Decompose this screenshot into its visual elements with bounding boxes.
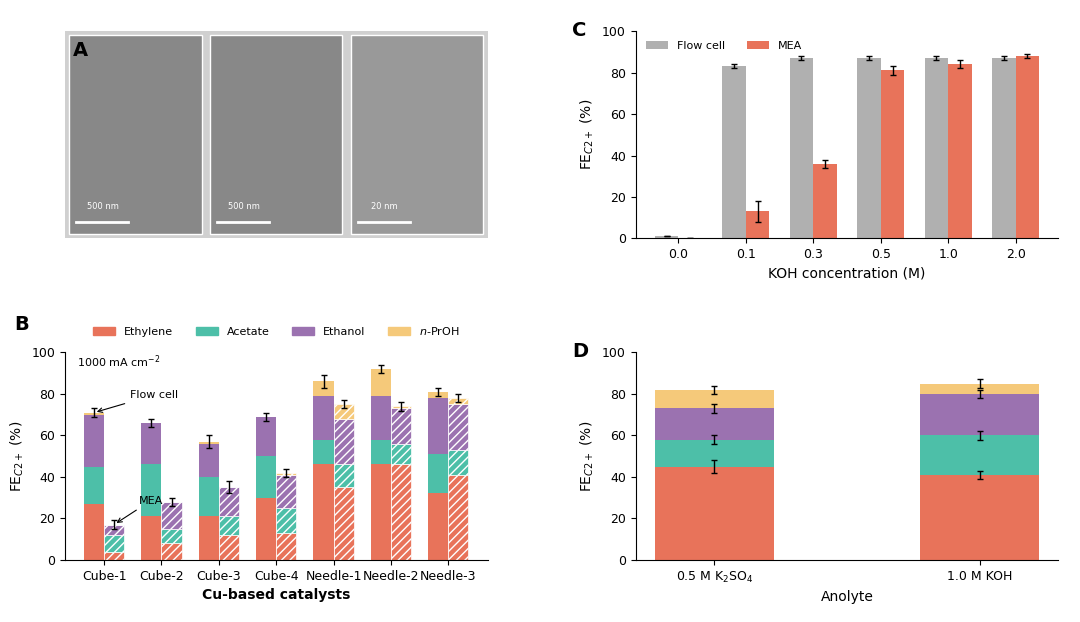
Bar	[199, 442, 219, 443]
Bar	[920, 384, 1039, 394]
Y-axis label: FE$_{C2+}$ (%): FE$_{C2+}$ (%)	[579, 420, 596, 492]
Bar	[334, 404, 353, 419]
Bar	[370, 396, 391, 440]
Bar	[84, 504, 104, 560]
Bar	[429, 493, 448, 560]
Bar	[162, 502, 181, 529]
Bar	[448, 475, 469, 560]
Bar	[370, 465, 391, 560]
Bar	[429, 398, 448, 454]
Bar	[141, 423, 162, 465]
Bar	[219, 487, 239, 516]
X-axis label: KOH concentration (M): KOH concentration (M)	[768, 267, 926, 281]
Bar	[84, 415, 104, 466]
Legend: Flow cell, MEA: Flow cell, MEA	[642, 37, 807, 55]
Bar	[199, 443, 219, 477]
Bar	[370, 440, 391, 465]
Bar	[334, 487, 353, 560]
Bar	[654, 236, 678, 238]
Text: 500 nm: 500 nm	[86, 203, 119, 211]
Bar	[991, 58, 1015, 238]
Bar	[948, 64, 972, 238]
Bar	[429, 392, 448, 398]
Bar	[429, 454, 448, 493]
Text: 20 nm: 20 nm	[372, 203, 399, 211]
Bar	[334, 419, 353, 465]
Bar	[313, 465, 334, 560]
Bar	[276, 508, 296, 533]
Bar	[448, 398, 469, 404]
Bar	[276, 475, 296, 508]
Bar	[391, 443, 411, 465]
Bar	[210, 35, 342, 234]
Bar	[746, 211, 769, 238]
Bar	[84, 412, 104, 415]
Bar	[199, 477, 219, 516]
Bar	[723, 67, 746, 238]
Bar	[313, 440, 334, 465]
Text: 500 nm: 500 nm	[228, 203, 259, 211]
X-axis label: Anolyte: Anolyte	[821, 590, 874, 604]
Bar	[654, 390, 774, 409]
Bar	[370, 369, 391, 396]
Bar	[391, 465, 411, 560]
Bar	[813, 164, 837, 238]
Text: 1000 mA cm$^{-2}$: 1000 mA cm$^{-2}$	[78, 354, 161, 370]
Bar	[162, 543, 181, 560]
Bar	[276, 473, 296, 475]
Text: D: D	[572, 342, 589, 361]
Bar	[199, 516, 219, 560]
Y-axis label: FE$_{C2+}$ (%): FE$_{C2+}$ (%)	[9, 420, 26, 492]
Bar	[313, 381, 334, 396]
Bar	[256, 417, 276, 456]
Bar	[351, 35, 484, 234]
Bar	[313, 396, 334, 440]
Bar	[256, 456, 276, 498]
Bar	[391, 409, 411, 443]
Bar	[1015, 56, 1039, 238]
Bar	[141, 516, 162, 560]
Text: C: C	[572, 21, 586, 40]
Bar	[69, 35, 202, 234]
Bar	[654, 466, 774, 560]
Bar	[104, 524, 124, 535]
Bar	[219, 535, 239, 560]
Bar	[84, 466, 104, 504]
Text: MEA: MEA	[118, 496, 163, 522]
Bar	[880, 70, 904, 238]
Bar	[858, 58, 880, 238]
Bar	[104, 552, 124, 560]
Bar	[654, 409, 774, 440]
Bar	[920, 435, 1039, 475]
Y-axis label: FE$_{C2+}$ (%): FE$_{C2+}$ (%)	[579, 99, 596, 170]
Bar	[162, 529, 181, 543]
X-axis label: Cu-based catalysts: Cu-based catalysts	[202, 588, 350, 602]
Bar	[920, 475, 1039, 560]
Bar	[334, 465, 353, 487]
Text: Flow cell: Flow cell	[98, 390, 178, 412]
Legend: Ethylene, Acetate, Ethanol, $n$-PrOH: Ethylene, Acetate, Ethanol, $n$-PrOH	[89, 321, 463, 341]
Bar	[276, 533, 296, 560]
Bar	[448, 404, 469, 450]
Bar	[789, 58, 813, 238]
Bar	[219, 516, 239, 535]
Bar	[924, 58, 948, 238]
Bar	[104, 535, 124, 552]
Bar	[391, 406, 411, 409]
Bar	[141, 465, 162, 516]
Bar	[654, 440, 774, 466]
Bar	[256, 498, 276, 560]
Bar	[920, 394, 1039, 435]
Text: A: A	[73, 42, 89, 60]
Text: B: B	[14, 315, 29, 334]
Bar	[448, 450, 469, 475]
